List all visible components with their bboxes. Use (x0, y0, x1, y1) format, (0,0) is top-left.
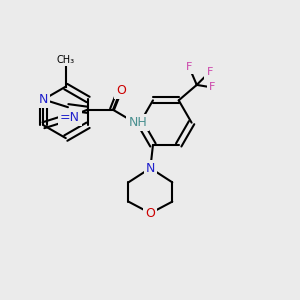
Text: O: O (116, 84, 126, 97)
Text: N: N (39, 93, 48, 106)
Text: F: F (186, 62, 192, 72)
Text: N: N (146, 162, 155, 175)
Text: =N: =N (60, 111, 80, 124)
Text: NH: NH (128, 116, 147, 129)
Text: O: O (146, 207, 155, 220)
Text: CH₃: CH₃ (57, 55, 75, 65)
Text: F: F (206, 67, 213, 77)
Text: F: F (209, 82, 215, 92)
